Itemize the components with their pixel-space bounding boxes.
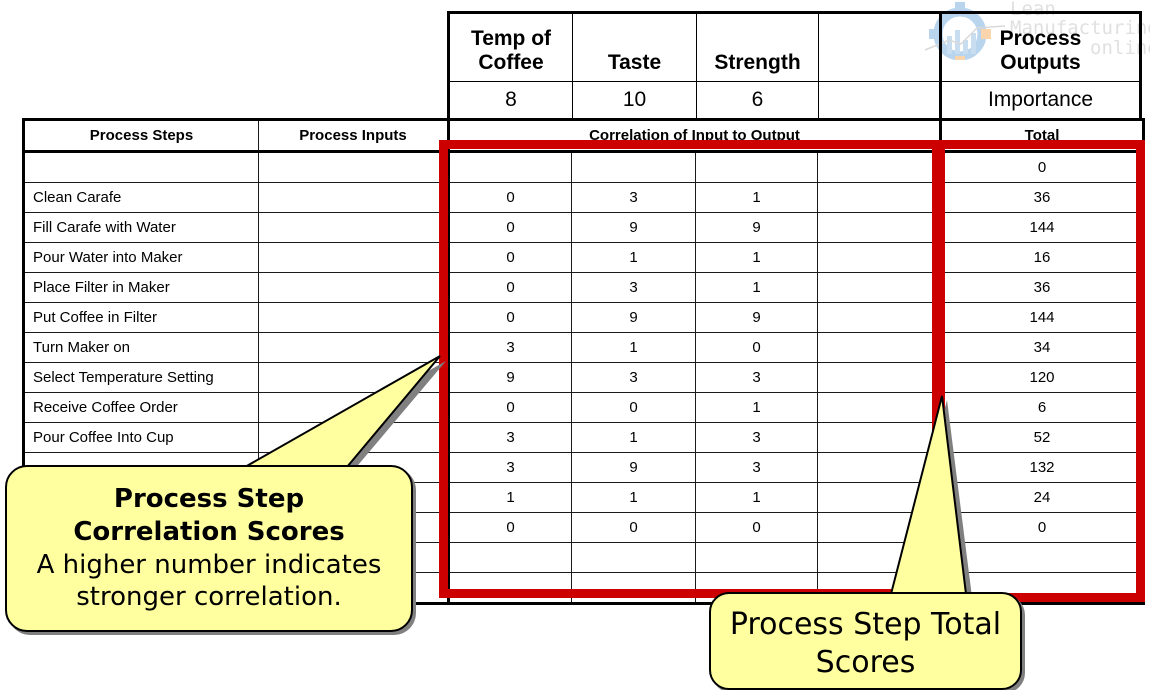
correlation-taste-cell: 3 [571,362,696,393]
correlation-taste-cell: 3 [571,182,696,213]
total-cell: 34 [939,332,1145,363]
correlation-temp-cell: 9 [447,362,572,393]
correlation-taste-cell [571,151,696,183]
step-cell: Select Temperature Setting [22,362,259,393]
step-cell: Pour Water into Maker [22,242,259,273]
header-process-inputs: Process Inputs [258,118,449,153]
correlation-taste-cell: 3 [571,272,696,303]
input-cell [258,302,449,333]
step-cell: Pour Coffee Into Cup [22,422,259,453]
table-row: Clean Carafe 0 3 1 36 [22,182,1145,213]
correlation-temp-cell: 0 [447,512,572,543]
total-cell: 16 [939,242,1145,273]
table-row: Turn Maker on 3 1 0 34 [22,332,1145,363]
correlation-strength-cell [695,151,818,183]
callout-title-line2: Correlation Scores [73,517,345,547]
total-cell: 36 [939,272,1145,303]
correlation-taste-cell: 0 [571,512,696,543]
importance-label: Importance [939,81,1139,118]
callout-title-line1: Process Step [113,484,305,514]
correlation-strength-cell: 1 [695,242,818,273]
table-row: Pour Water into Maker 0 1 1 16 [22,242,1145,273]
callout-totals-line2: Scores [815,645,916,680]
correlation-temp-cell [447,542,572,573]
correlation-taste-cell [571,572,696,605]
output-col-taste: Taste [573,14,697,81]
input-cell [258,151,449,183]
outputs-header: Temp of Coffee Taste Strength Process Ou… [447,11,1142,118]
total-scores-callout: Process Step Total Scores [709,592,1022,690]
correlation-temp-cell: 0 [447,212,572,243]
correlation-strength-cell: 3 [695,452,818,483]
total-cell: 120 [939,362,1145,393]
table-row: Select Temperature Setting 9 3 3 120 [22,362,1145,393]
step-cell: Receive Coffee Order [22,392,259,423]
callout-totals-line1: Process Step Total [729,607,1002,642]
step-cell: Turn Maker on [22,332,259,363]
importance-blank [819,81,942,118]
step-cell: Clean Carafe [22,182,259,213]
callout-body-line1: A higher number indicates [36,550,382,580]
output-col-temp: Temp of Coffee [450,14,573,81]
watermark-line3: online [1090,37,1150,59]
correlation-strength-cell [695,542,818,573]
output-col-strength: Strength [697,14,819,81]
correlation-strength-cell: 9 [695,212,818,243]
total-cell: 0 [939,151,1145,183]
watermark-line2: Manufacturing [1010,17,1150,39]
correlation-temp-cell: 0 [447,302,572,333]
header-process-steps: Process Steps [22,118,259,153]
correlation-temp-cell [447,151,572,183]
correlation-taste-cell: 9 [571,302,696,333]
process-outputs-label: Process Outputs [939,14,1139,81]
importance-taste: 10 [573,81,697,118]
correlation-blank-cell [817,182,941,213]
table-row: Pour Coffee Into Cup 3 1 3 52 [22,422,1145,453]
correlation-blank-cell [817,151,941,183]
input-cell [258,332,449,363]
correlation-strength-cell: 9 [695,302,818,333]
importance-strength: 6 [697,81,819,118]
correlation-strength-cell: 1 [695,272,818,303]
total-scores-highlight [932,140,1145,602]
correlation-blank-cell [817,242,941,273]
importance-temp: 8 [450,81,573,118]
correlation-blank-cell [817,392,941,423]
correlation-taste-cell: 1 [571,482,696,513]
correlation-temp-cell: 3 [447,422,572,453]
step-cell: Place Filter in Maker [22,272,259,303]
correlation-matrix-table: Process Steps Process Inputs Correlation… [22,118,1145,605]
correlation-strength-cell: 1 [695,392,818,423]
total-cell [939,542,1145,573]
callout-body-line2: stronger correlation. [76,582,342,612]
correlation-scores-callout: Process Step Correlation Scores A higher… [5,465,413,632]
table-row: 0 [22,151,1145,183]
